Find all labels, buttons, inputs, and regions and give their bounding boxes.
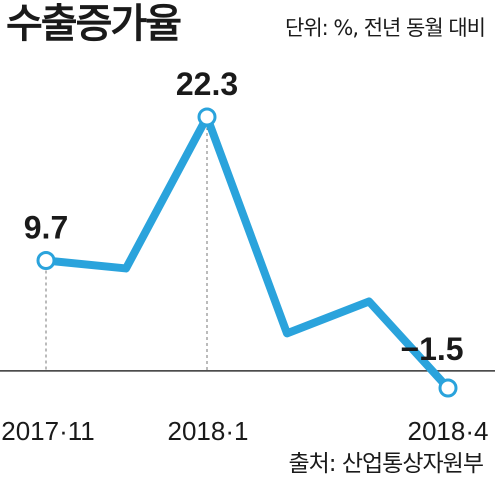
unit-note: 단위: %, 전년 동월 대비 xyxy=(285,16,486,40)
data-label: 9.7 xyxy=(24,209,68,245)
x-tick-label: 2018·4 xyxy=(408,416,489,446)
data-label: 22.3 xyxy=(176,66,238,102)
x-tick-label: 2017·11 xyxy=(1,416,95,446)
source-note: 출처: 산업통상자원부 xyxy=(288,451,484,477)
data-point-marker xyxy=(36,250,56,270)
data-point-marker xyxy=(438,378,458,398)
data-point-marker xyxy=(197,107,217,127)
chart-title: 수출증가율 xyxy=(6,1,182,47)
x-tick-label: 2018·1 xyxy=(168,416,249,446)
data-label: −1.5 xyxy=(400,331,463,367)
series-line xyxy=(42,113,452,392)
